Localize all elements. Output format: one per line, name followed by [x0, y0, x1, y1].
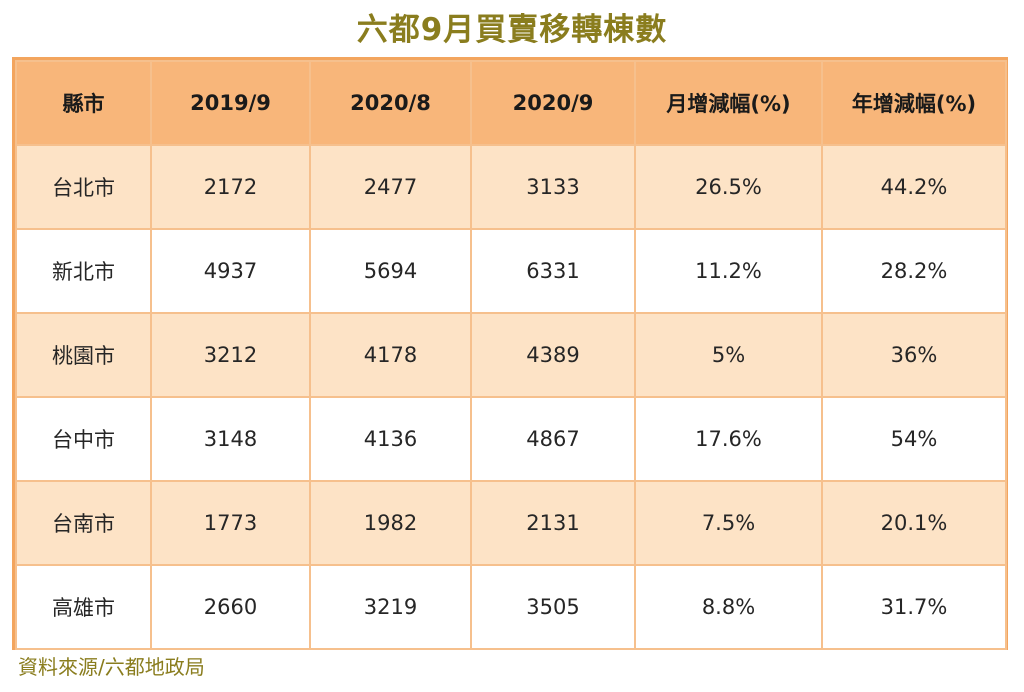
- header-row: 縣市 2019/9 2020/8 2020/9 月增減幅(%) 年增減幅(%): [15, 60, 1007, 146]
- header-2020-9: 2020/9: [470, 60, 636, 146]
- cell-city: 桃園市: [15, 312, 152, 398]
- cell-2020-8: 4136: [309, 396, 472, 482]
- table-row: 桃園市 3212 4178 4389 5% 36%: [15, 312, 1007, 398]
- table-row: 高雄市 2660 3219 3505 8.8% 31.7%: [15, 564, 1007, 650]
- header-2020-8: 2020/8: [309, 60, 472, 146]
- header-yearly-change: 年增減幅(%): [821, 60, 1007, 146]
- cell-2019-9: 2660: [150, 564, 311, 650]
- cell-2020-9: 4389: [470, 312, 636, 398]
- cell-monthly-change: 11.2%: [634, 228, 823, 314]
- table-body: 台北市 2172 2477 3133 26.5% 44.2% 新北市 4937 …: [15, 144, 1007, 650]
- cell-city: 台北市: [15, 144, 152, 230]
- table-row: 新北市 4937 5694 6331 11.2% 28.2%: [15, 228, 1007, 314]
- header-city: 縣市: [15, 60, 152, 146]
- cell-yearly-change: 44.2%: [821, 144, 1007, 230]
- cell-yearly-change: 54%: [821, 396, 1007, 482]
- table-header: 縣市 2019/9 2020/8 2020/9 月增減幅(%) 年增減幅(%): [15, 60, 1007, 146]
- cell-2020-8: 1982: [309, 480, 472, 566]
- cell-2020-8: 4178: [309, 312, 472, 398]
- header-monthly-change: 月增減幅(%): [634, 60, 823, 146]
- table-row: 台南市 1773 1982 2131 7.5% 20.1%: [15, 480, 1007, 566]
- cell-2020-9: 3505: [470, 564, 636, 650]
- cell-2020-8: 5694: [309, 228, 472, 314]
- cell-2019-9: 1773: [150, 480, 311, 566]
- cell-2020-9: 6331: [470, 228, 636, 314]
- header-2019-9: 2019/9: [150, 60, 311, 146]
- cell-yearly-change: 28.2%: [821, 228, 1007, 314]
- cell-monthly-change: 17.6%: [634, 396, 823, 482]
- source-note: 資料來源/六都地政局: [18, 655, 205, 679]
- cell-2020-9: 3133: [470, 144, 636, 230]
- cell-yearly-change: 20.1%: [821, 480, 1007, 566]
- data-table: 縣市 2019/9 2020/8 2020/9 月增減幅(%) 年增減幅(%) …: [15, 60, 1007, 650]
- cell-2020-9: 2131: [470, 480, 636, 566]
- cell-city: 新北市: [15, 228, 152, 314]
- cell-2020-8: 2477: [309, 144, 472, 230]
- cell-monthly-change: 7.5%: [634, 480, 823, 566]
- cell-2019-9: 4937: [150, 228, 311, 314]
- table-row: 台北市 2172 2477 3133 26.5% 44.2%: [15, 144, 1007, 230]
- cell-2019-9: 2172: [150, 144, 311, 230]
- table-row: 台中市 3148 4136 4867 17.6% 54%: [15, 396, 1007, 482]
- cell-2020-8: 3219: [309, 564, 472, 650]
- cell-yearly-change: 31.7%: [821, 564, 1007, 650]
- cell-2019-9: 3212: [150, 312, 311, 398]
- data-table-frame: 縣市 2019/9 2020/8 2020/9 月增減幅(%) 年增減幅(%) …: [12, 57, 1008, 650]
- cell-city: 台中市: [15, 396, 152, 482]
- cell-2019-9: 3148: [150, 396, 311, 482]
- cell-city: 高雄市: [15, 564, 152, 650]
- cell-monthly-change: 26.5%: [634, 144, 823, 230]
- table-title: 六都9月買賣移轉棟數: [356, 12, 668, 48]
- cell-monthly-change: 8.8%: [634, 564, 823, 650]
- cell-monthly-change: 5%: [634, 312, 823, 398]
- cell-yearly-change: 36%: [821, 312, 1007, 398]
- cell-2020-9: 4867: [470, 396, 636, 482]
- cell-city: 台南市: [15, 480, 152, 566]
